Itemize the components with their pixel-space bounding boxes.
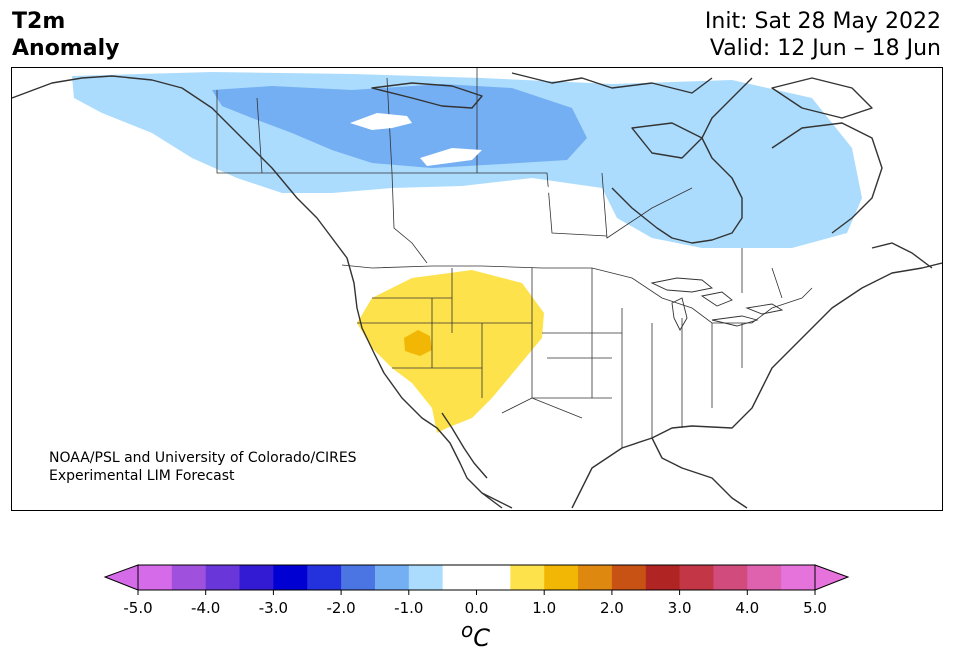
credit-line-1: NOAA/PSL and University of Colorado/CIRE… xyxy=(49,450,357,466)
colorbar-segment xyxy=(713,565,748,590)
unit-degree-symbol: o xyxy=(461,618,474,642)
colorbar-tick-label: 5.0 xyxy=(803,599,827,617)
colorbar-segment xyxy=(679,565,714,590)
map-title: T2m Anomaly xyxy=(12,8,119,62)
great-slave-lake xyxy=(420,148,482,166)
colorbar-segment xyxy=(544,565,579,590)
colorbar-tick-label: -5.0 xyxy=(123,599,153,617)
political-borders xyxy=(216,68,813,448)
colorbar-segment xyxy=(476,565,511,590)
great-bear-lake xyxy=(350,113,412,130)
title-line-1: T2m xyxy=(12,9,66,34)
map-panel xyxy=(11,67,943,511)
colorbar-segment xyxy=(747,565,782,590)
colorbar-unit-label: oC xyxy=(461,618,490,652)
forecast-credit: NOAA/PSL and University of Colorado/CIRE… xyxy=(49,449,357,485)
colorbar-tick-marks xyxy=(137,590,816,595)
colorbar-tick-label: -4.0 xyxy=(191,599,221,617)
colorbar-tick-label: 1.0 xyxy=(532,599,557,617)
colorbar-segment xyxy=(408,565,444,590)
title-line-2: Anomaly xyxy=(12,36,120,61)
great-lakes xyxy=(650,277,784,331)
credit-line-2: Experimental LIM Forecast xyxy=(49,468,235,484)
colorbar-over-arrow xyxy=(814,564,850,591)
forecast-dates: Init: Sat 28 May 2022 Valid: 12 Jun – 18… xyxy=(705,8,941,62)
warm-anomaly-medium-region xyxy=(404,330,432,356)
colorbar-tick-label: 4.0 xyxy=(735,599,760,617)
colorbar-segment xyxy=(239,565,274,590)
colorbar-segment xyxy=(645,565,681,590)
colorbar-tick-label: -3.0 xyxy=(258,599,289,617)
colorbar-segments xyxy=(138,565,816,590)
colorbar-segment xyxy=(374,565,410,590)
colorbar-segment xyxy=(138,565,173,590)
colorbar-tick-label: 3.0 xyxy=(667,599,692,617)
valid-range: Valid: 12 Jun – 18 Jun xyxy=(709,36,941,61)
north-america-map xyxy=(12,68,942,509)
colorbar-segment xyxy=(442,565,477,590)
colorbar-tick-label: -1.0 xyxy=(394,599,424,617)
colorbar-segment xyxy=(510,565,545,590)
colorbar-segment xyxy=(171,565,207,590)
colorbar-tick-label: 2.0 xyxy=(599,599,624,617)
colorbar-tick-label: 0.0 xyxy=(464,599,489,617)
colorbar-segment xyxy=(273,565,308,590)
colorbar-tick-label: -2.0 xyxy=(326,599,356,617)
colorbar xyxy=(103,564,850,595)
warm-anomaly-light-region xyxy=(357,270,544,433)
init-date: Init: Sat 28 May 2022 xyxy=(704,9,941,34)
colorbar-segment xyxy=(205,565,241,590)
colorbar-segment xyxy=(611,565,647,590)
colorbar-under-arrow xyxy=(103,564,139,591)
lake-athabasca xyxy=(537,186,552,198)
colorbar-segment xyxy=(781,565,816,590)
colorbar-segment xyxy=(341,565,376,590)
colorbar-segment xyxy=(578,565,613,590)
colorbar-segment xyxy=(307,565,342,590)
unit-symbol: C xyxy=(473,624,491,652)
